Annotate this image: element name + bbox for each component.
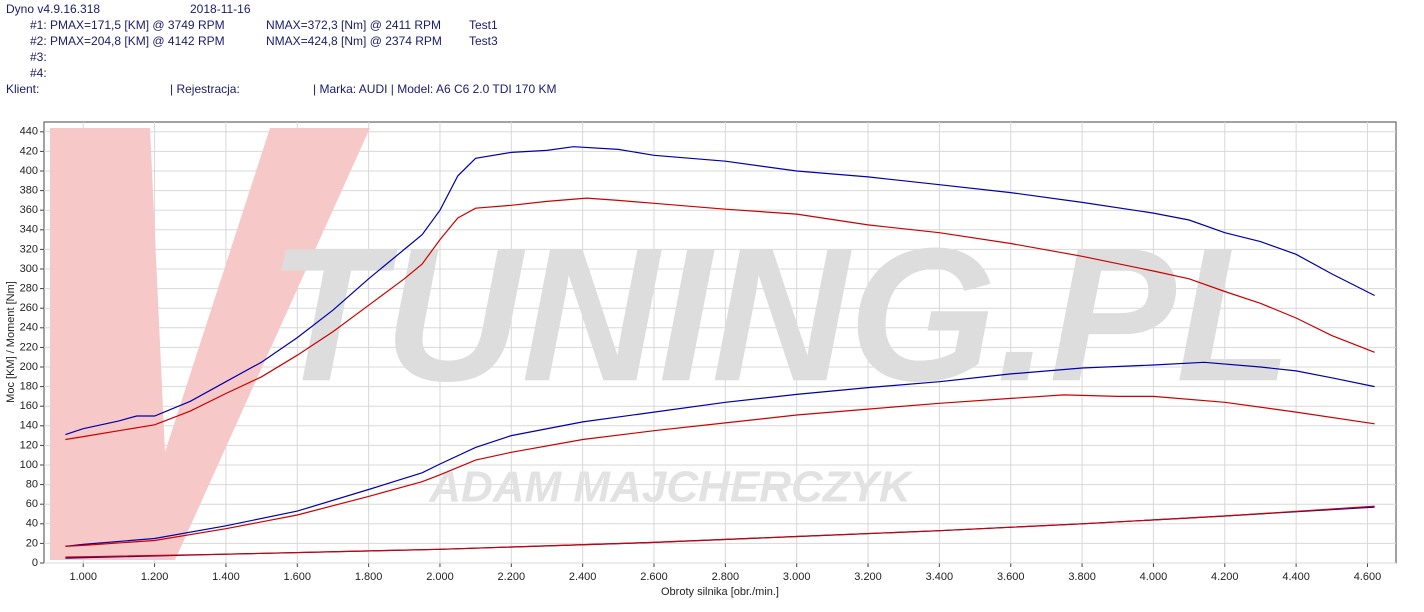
logo-v <box>130 128 370 560</box>
registration: | Rejestracja: <box>170 82 240 96</box>
x-tick-label: 1.800 <box>355 571 383 583</box>
data-line <box>65 197 1375 441</box>
x-tick-label: 1.400 <box>212 571 240 583</box>
y-tick-label: 60 <box>26 498 38 510</box>
y-tick-label: 140 <box>20 420 38 432</box>
run-torque: NMAX=372,3 [Nm] @ 2411 RPM <box>266 18 441 32</box>
x-tick-label: 4.200 <box>1211 571 1239 583</box>
client: Klient: <box>6 82 39 96</box>
y-tick-label: 300 <box>20 263 38 275</box>
x-tick-label: 2.200 <box>498 571 526 583</box>
x-tick-label: 3.200 <box>854 571 882 583</box>
y-tick-label: 440 <box>20 126 38 138</box>
y-tick-label: 160 <box>20 400 38 412</box>
x-tick-label: 3.600 <box>997 571 1025 583</box>
x-tick-label: 1.000 <box>69 571 97 583</box>
x-axis-label: Obroty silnika [obr./min.] <box>661 586 779 598</box>
y-tick-label: 180 <box>20 381 38 393</box>
x-tick-label: 4.000 <box>1140 571 1168 583</box>
y-tick-label: 200 <box>20 361 38 373</box>
y-tick-label: 360 <box>20 204 38 216</box>
x-tick-label: 2.000 <box>426 571 454 583</box>
x-tick-label: 1.200 <box>141 571 169 583</box>
watermark: TUNING.PL ADAM MAJCHERCZYK <box>50 128 1292 560</box>
watermark-sub: ADAM MAJCHERCZYK <box>428 463 914 512</box>
y-tick-label: 20 <box>26 537 38 549</box>
y-tick-label: 40 <box>26 518 38 530</box>
data-line <box>65 505 1375 558</box>
y-tick-label: 100 <box>20 459 38 471</box>
x-tick-label: 2.800 <box>712 571 740 583</box>
y-tick-label: 400 <box>20 165 38 177</box>
run-torque: NMAX=424,8 [Nm] @ 2374 RPM <box>266 34 442 48</box>
x-tick-label: 3.800 <box>1068 571 1096 583</box>
x-tick-label: 3.000 <box>783 571 811 583</box>
data-line <box>65 146 1375 436</box>
date: 2018-11-16 <box>190 2 251 16</box>
y-tick-label: 340 <box>20 224 38 236</box>
y-tick-label: 320 <box>20 243 38 255</box>
watermark-text: TUNING.PL <box>268 209 1292 421</box>
vehicle: | Marka: AUDI | Model: A6 C6 2.0 TDI 170… <box>313 82 556 96</box>
y-tick-label: 380 <box>20 185 38 197</box>
run-name: Test1 <box>469 18 498 32</box>
y-tick-label: 120 <box>20 439 38 451</box>
y-tick-label: 420 <box>20 145 38 157</box>
y-tick-label: 0 <box>32 557 38 569</box>
logo-v <box>50 128 170 560</box>
program: Dyno v4.9.16.318 <box>6 2 100 16</box>
y-axis-label: Moc [KM] / Moment [Nm] <box>5 281 17 403</box>
data-line <box>65 394 1375 547</box>
x-tick-label: 4.400 <box>1282 571 1310 583</box>
y-tick-label: 80 <box>26 479 38 491</box>
data-line <box>65 361 1375 547</box>
x-tick-label: 1.600 <box>284 571 312 583</box>
x-tick-label: 4.600 <box>1354 571 1382 583</box>
run-label: #4: <box>30 66 47 80</box>
run-label: #3: <box>30 50 47 64</box>
x-tick-label: 2.400 <box>569 571 597 583</box>
x-tick-label: 2.600 <box>640 571 668 583</box>
y-tick-label: 220 <box>20 341 38 353</box>
x-tick-label: 3.400 <box>926 571 954 583</box>
y-tick-label: 260 <box>20 302 38 314</box>
run-label: #2: PMAX=204,8 [KM] @ 4142 RPM <box>30 34 225 48</box>
y-tick-label: 240 <box>20 322 38 334</box>
y-tick-label: 280 <box>20 283 38 295</box>
run-name: Test3 <box>469 34 498 48</box>
run-label: #1: PMAX=171,5 [KM] @ 3749 RPM <box>30 18 225 32</box>
